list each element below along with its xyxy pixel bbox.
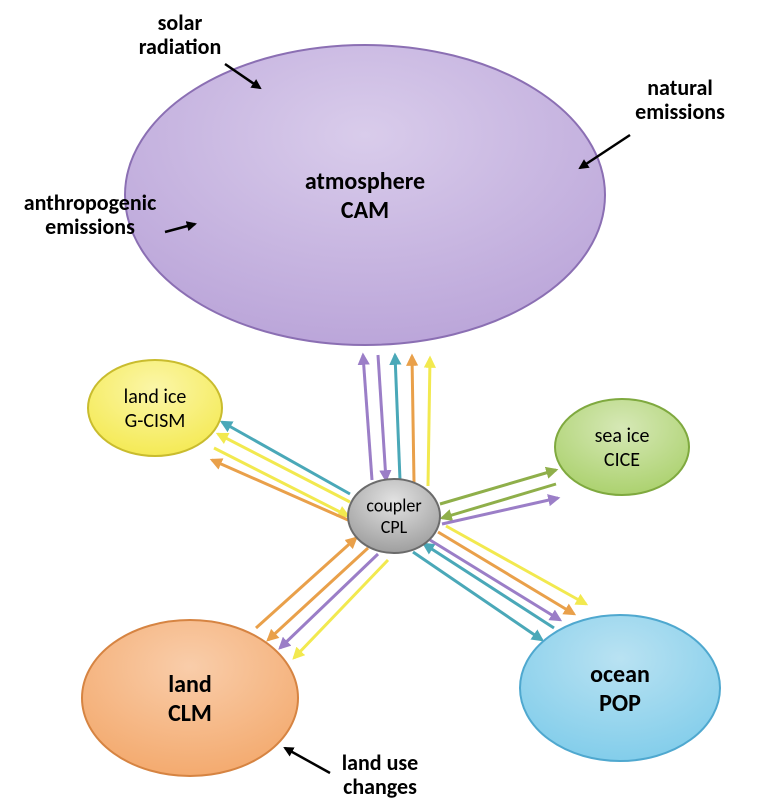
svg-text:changes: changes (343, 773, 417, 800)
coupler-node: couplerCPL (348, 479, 440, 553)
natural-emissions-label: naturalemissions (580, 74, 725, 168)
svg-text:ocean: ocean (590, 660, 650, 689)
svg-text:sea ice: sea ice (595, 424, 650, 448)
svg-text:atmosphere: atmosphere (305, 167, 425, 196)
svg-text:CPL: CPL (381, 516, 408, 538)
svg-text:anthropogenic: anthropogenic (24, 189, 157, 216)
svg-text:natural: natural (647, 74, 713, 101)
land-use-changes-label: land usechanges (285, 748, 418, 800)
svg-text:land ice: land ice (124, 385, 187, 409)
svg-text:G-CISM: G-CISM (125, 409, 186, 433)
svg-text:CLM: CLM (168, 699, 212, 728)
land-use-changes-arrow-icon (285, 748, 330, 773)
svg-text:land: land (168, 670, 212, 699)
sea-ice-node: sea iceCICE (555, 399, 689, 495)
land-ice-node: land iceG-CISM (88, 360, 222, 456)
svg-text:CICE: CICE (604, 448, 640, 472)
svg-text:solar: solar (158, 9, 203, 36)
ocean-node: oceanPOP (520, 615, 720, 761)
svg-text:emissions: emissions (635, 98, 725, 125)
svg-text:POP: POP (599, 689, 641, 718)
svg-text:radiation: radiation (139, 33, 222, 60)
svg-text:CAM: CAM (341, 196, 389, 225)
svg-text:coupler: coupler (366, 495, 421, 517)
svg-text:land use: land use (342, 749, 419, 776)
atmosphere-node: atmosphereCAM (125, 45, 605, 345)
svg-text:emissions: emissions (45, 213, 135, 240)
land-node: landCLM (82, 620, 298, 776)
solar-radiation-label: solarradiation (139, 9, 260, 88)
